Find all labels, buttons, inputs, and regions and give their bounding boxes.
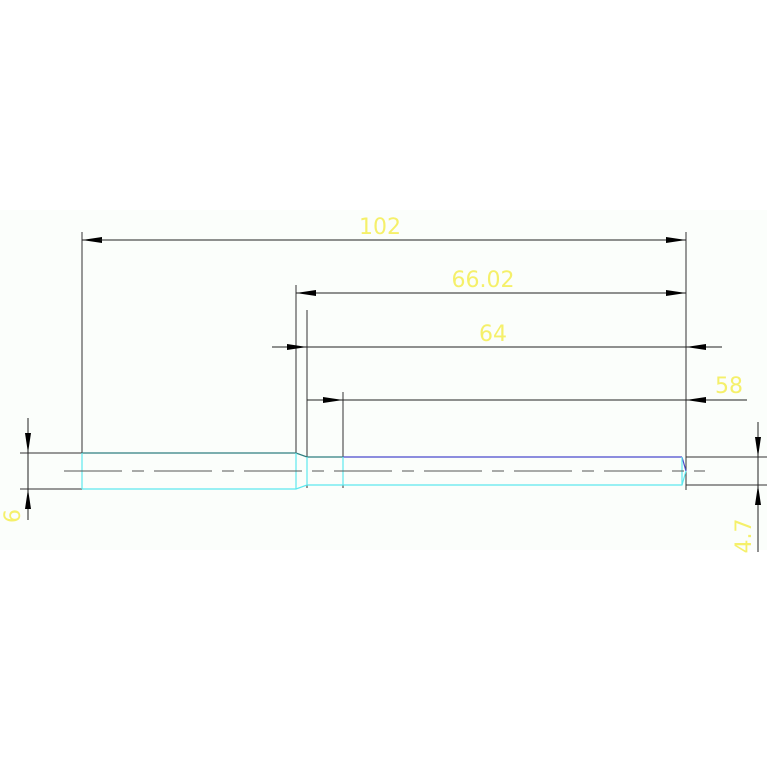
label-102: 102 bbox=[359, 215, 401, 240]
drawing-area bbox=[0, 210, 767, 550]
label-64: 64 bbox=[479, 322, 507, 347]
label-66-02: 66.02 bbox=[452, 268, 515, 293]
label-6: 6 bbox=[1, 509, 26, 523]
label-58: 58 bbox=[715, 374, 743, 399]
shaft-outline bbox=[81, 452, 687, 490]
label-4-7: 4.7 bbox=[732, 519, 757, 554]
extension-lines bbox=[20, 232, 767, 490]
